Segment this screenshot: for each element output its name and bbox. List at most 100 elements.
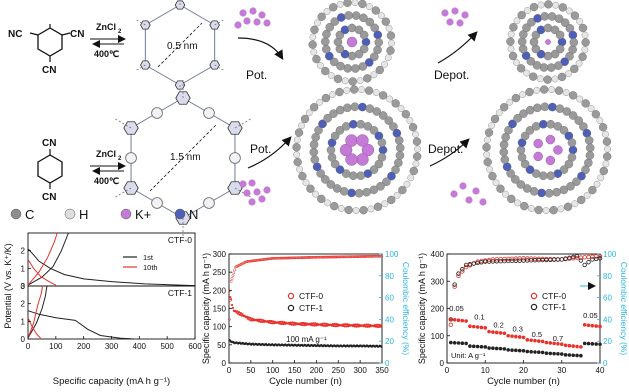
atom xyxy=(386,95,393,103)
ctf0-capacity-point xyxy=(291,321,294,324)
atom xyxy=(369,185,379,195)
atom xyxy=(548,86,555,93)
atom xyxy=(377,138,387,147)
atom xyxy=(310,48,318,56)
efficiency-point xyxy=(355,255,359,258)
x-tick-label: 40 xyxy=(596,366,605,375)
atom xyxy=(483,136,491,144)
atom xyxy=(364,58,374,67)
atom xyxy=(488,122,495,129)
efficiency-point xyxy=(364,255,368,258)
rate-label: 0.1 xyxy=(474,312,484,321)
k-ion xyxy=(248,198,256,206)
ctf1-capacity-point xyxy=(506,348,511,352)
efficiency-point xyxy=(351,255,355,259)
atom xyxy=(382,177,391,186)
atom xyxy=(364,86,374,95)
x-tick-label: 100 xyxy=(266,366,280,375)
atom xyxy=(531,169,541,178)
atom xyxy=(381,200,389,208)
atom xyxy=(565,7,573,15)
k-ion xyxy=(253,18,261,26)
atom xyxy=(363,169,373,178)
efficiency-point xyxy=(297,256,300,260)
atom xyxy=(575,59,583,67)
framework-extension xyxy=(214,64,226,72)
atom xyxy=(343,64,353,73)
atom xyxy=(306,184,315,193)
atom xyxy=(344,11,353,20)
efficiency-point xyxy=(357,255,361,258)
atom xyxy=(603,152,612,161)
ctf0-capacity-point xyxy=(483,326,488,330)
atom xyxy=(310,155,320,164)
k-ion xyxy=(472,187,480,195)
atom xyxy=(500,103,509,112)
ctf1-capacity-point xyxy=(498,346,503,351)
atom xyxy=(546,120,555,129)
efficiency-point xyxy=(288,256,292,260)
ctf0-capacity-point xyxy=(268,319,271,323)
efficiency-point xyxy=(363,255,367,258)
efficiency-point xyxy=(376,254,380,258)
ctf0-capacity-point xyxy=(279,320,283,323)
atom xyxy=(305,109,313,117)
atom xyxy=(384,54,392,62)
efficiency-point xyxy=(290,256,293,260)
efficiency-point xyxy=(273,256,277,260)
k-ion-in-pore xyxy=(533,138,543,149)
y-tick-label: 1 xyxy=(21,264,26,273)
ctf0-capacity-point xyxy=(375,323,378,326)
atom xyxy=(349,171,358,180)
atom xyxy=(540,85,549,94)
ctf0-capacity-point xyxy=(537,339,541,343)
atom xyxy=(569,38,579,47)
ctf0-capacity-point xyxy=(567,343,572,348)
atom xyxy=(506,169,515,178)
efficiency-point xyxy=(367,255,370,258)
efficiency-point xyxy=(310,256,313,259)
k-ion-in-pore xyxy=(533,151,543,162)
ctf1-capacity-point xyxy=(579,353,583,358)
ctf0-capacity-point xyxy=(237,312,240,315)
atom xyxy=(384,116,393,125)
atom xyxy=(500,155,510,164)
y-right-tick-label: 20 xyxy=(385,337,394,346)
atom xyxy=(341,169,351,178)
efficiency-point xyxy=(374,254,378,258)
voltage-curve-charge xyxy=(27,285,43,339)
atom xyxy=(550,25,560,35)
atom xyxy=(321,44,331,54)
cn-bottom-label: CN xyxy=(42,192,56,203)
atom xyxy=(351,11,361,20)
framework-bond xyxy=(179,64,215,86)
atom xyxy=(513,17,521,25)
reagent-subscript: 2 xyxy=(118,29,122,35)
efficiency-point xyxy=(311,256,314,259)
ctf0-capacity-point xyxy=(376,323,380,326)
x-tick-label: 20 xyxy=(519,366,528,375)
ctf1-capacity-point xyxy=(521,348,526,353)
ctf0-capacity-point xyxy=(238,313,242,316)
ctf1-capacity-point xyxy=(380,345,383,348)
x-tick-label: 100 xyxy=(49,342,63,351)
atom xyxy=(366,3,373,10)
ctf0-capacity-point xyxy=(510,334,514,338)
efficiency-point xyxy=(373,254,376,258)
atom xyxy=(499,140,509,149)
ctf0-capacity-point xyxy=(300,321,304,325)
ctf0-capacity-point xyxy=(521,335,526,340)
efficiency-point xyxy=(358,255,362,258)
atom xyxy=(367,205,375,213)
atom xyxy=(317,194,326,204)
y-tick-label: 100 xyxy=(213,323,227,332)
ctf1-capacity-point xyxy=(598,342,602,347)
atom xyxy=(409,166,418,176)
legend-marker xyxy=(287,304,295,312)
k-ion xyxy=(258,11,266,19)
k-ion xyxy=(243,189,251,197)
framework-extension xyxy=(134,64,146,72)
k-ion xyxy=(441,9,449,17)
atom xyxy=(309,33,317,41)
